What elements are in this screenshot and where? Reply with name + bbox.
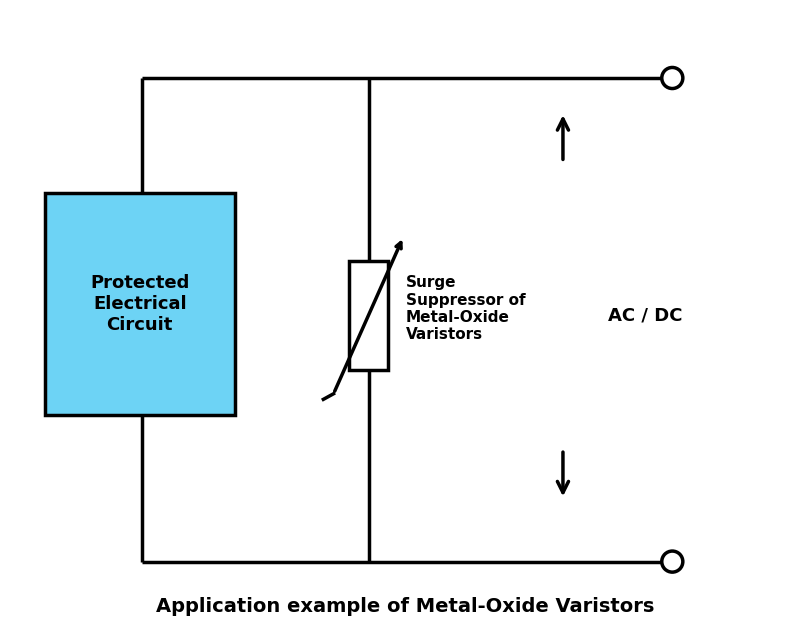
Text: Application example of Metal-Oxide Varistors: Application example of Metal-Oxide Varis… xyxy=(156,597,654,616)
Bar xyxy=(45,193,235,415)
Text: Surge
Suppressor of
Metal-Oxide
Varistors: Surge Suppressor of Metal-Oxide Varistor… xyxy=(406,275,526,343)
Text: Protected
Electrical
Circuit: Protected Electrical Circuit xyxy=(90,275,190,334)
Ellipse shape xyxy=(662,551,683,572)
Ellipse shape xyxy=(662,67,683,89)
Bar xyxy=(349,261,388,369)
Text: AC / DC: AC / DC xyxy=(608,306,682,324)
